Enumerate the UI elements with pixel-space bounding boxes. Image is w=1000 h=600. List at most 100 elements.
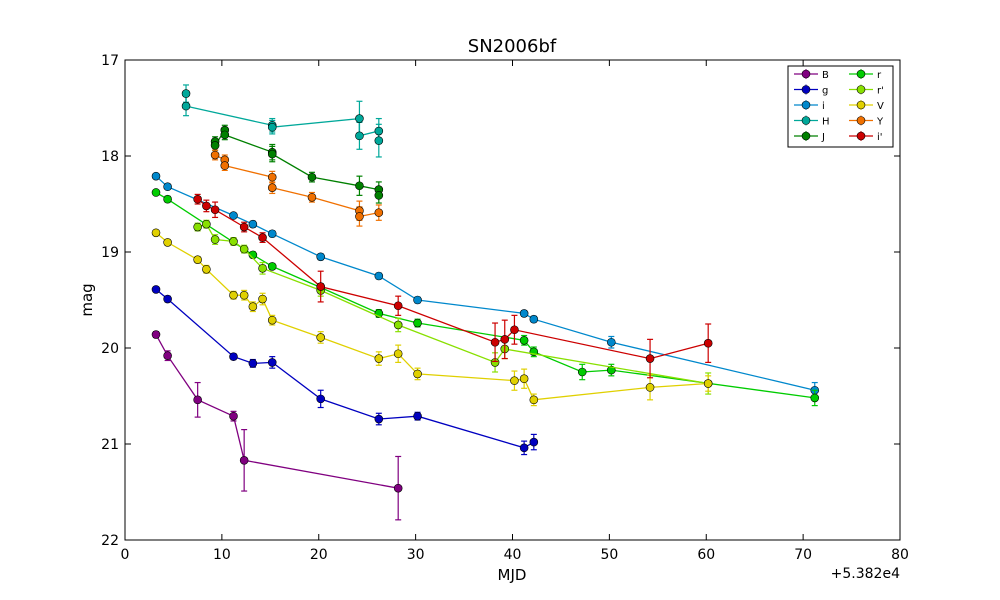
data-point (374, 126, 384, 136)
data-point (519, 374, 529, 384)
legend-entry: Y (849, 115, 884, 128)
data-point (258, 264, 267, 273)
legend-label: i (822, 101, 825, 112)
legend-entry: g (794, 84, 828, 97)
data-point (519, 336, 529, 345)
axis-ticks: 0 10 20 30 40 50 60 70 80 17 18 19 20 21 22 (101, 53, 909, 563)
legend-label: J (821, 132, 825, 143)
x-tick-label: 20 (310, 547, 328, 563)
data-point (529, 437, 539, 447)
y-tick-label: 18 (101, 149, 119, 165)
data-point (163, 194, 172, 204)
series-line (155, 334, 399, 489)
data-point (413, 369, 422, 379)
data-point (210, 235, 220, 244)
data-point (193, 395, 202, 405)
data-point (193, 255, 202, 264)
data-point (163, 238, 172, 247)
series-V (151, 228, 713, 407)
x-tick-label: 30 (407, 547, 425, 563)
data-point (316, 333, 325, 342)
legend-entry: i (794, 100, 825, 112)
data-point (374, 414, 384, 424)
data-point (810, 393, 820, 403)
data-point (151, 171, 161, 181)
data-point (220, 161, 230, 170)
data-point (229, 411, 238, 421)
data-point (355, 181, 364, 191)
data-point (248, 302, 258, 312)
x-tick-label: 80 (891, 547, 909, 563)
data-point (239, 244, 249, 254)
data-point (703, 379, 713, 388)
series-i (151, 171, 820, 399)
legend-swatch-marker (856, 69, 866, 79)
data-point (374, 271, 384, 281)
data-point (258, 233, 267, 242)
series-B (151, 330, 403, 521)
data-point (393, 483, 403, 493)
legend-swatch-marker (801, 116, 811, 125)
data-point (267, 262, 277, 271)
data-point (202, 219, 211, 229)
data-point (307, 192, 317, 202)
legend-swatch-marker (801, 85, 811, 94)
data-marks (151, 84, 820, 521)
x-tick-label: 10 (213, 547, 231, 563)
data-point (413, 411, 422, 421)
y-tick-label: 20 (101, 341, 119, 357)
data-point (229, 352, 238, 361)
x-axis-offset-label: +5.382e4 (831, 566, 900, 582)
series-line (214, 127, 380, 196)
data-point (248, 219, 258, 229)
data-point (229, 211, 238, 220)
data-point (374, 136, 384, 145)
data-point (163, 351, 172, 360)
data-point (181, 101, 191, 111)
data-point (267, 358, 277, 367)
legend-label: V (877, 101, 884, 112)
legend-swatch-marker (801, 131, 811, 141)
data-point (393, 320, 403, 330)
data-point (239, 222, 249, 232)
data-point (703, 338, 713, 348)
legend-label: r (877, 70, 882, 81)
legend-label: i' (877, 132, 883, 143)
legend-entry: H (794, 115, 830, 128)
series-line (155, 288, 535, 449)
series-H (181, 84, 384, 158)
data-point (355, 114, 364, 123)
series-line (197, 198, 709, 360)
data-point (307, 172, 317, 182)
chart-title: SN2006bf (468, 36, 557, 57)
data-point (355, 131, 364, 141)
data-point (374, 191, 384, 200)
data-point (510, 376, 519, 385)
legend-entry: J (794, 131, 825, 143)
data-point (529, 314, 539, 324)
data-point (490, 337, 500, 347)
data-point (151, 330, 161, 339)
data-point (267, 172, 277, 182)
data-point (267, 122, 277, 132)
legend-entry: B (794, 69, 829, 81)
legend-entry: i' (849, 131, 883, 143)
data-point (267, 315, 277, 325)
data-point (210, 205, 220, 215)
data-point (239, 456, 249, 465)
data-point (374, 208, 384, 217)
legend-label: r' (877, 86, 884, 97)
y-tick-label: 22 (101, 533, 119, 549)
legend-label: Y (876, 117, 884, 128)
data-point (210, 141, 220, 150)
x-axis-label: MJD (498, 566, 527, 584)
legend-label: H (822, 117, 830, 128)
legend-swatch-marker (856, 116, 866, 125)
series-line (155, 175, 815, 391)
data-point (316, 252, 325, 262)
data-point (413, 295, 422, 305)
series-line (155, 232, 709, 401)
legend-swatch-marker (856, 85, 866, 94)
